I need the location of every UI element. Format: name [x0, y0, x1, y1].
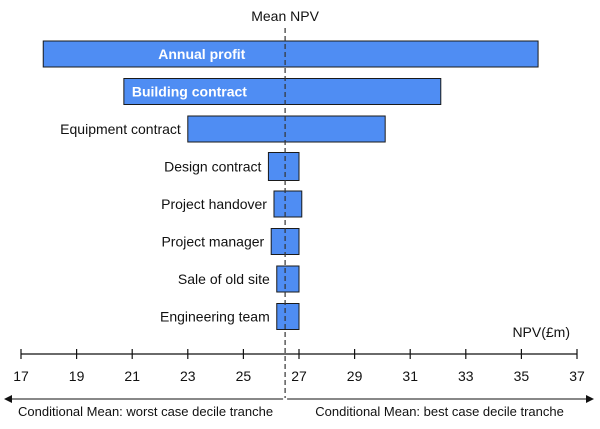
x-tick-label-31: 31	[402, 368, 418, 384]
category-label-project-handover: Project handover	[161, 196, 267, 212]
right-arrowhead-icon	[586, 395, 594, 403]
bar-building-contract	[123, 78, 442, 105]
category-label-building-contract: Building contract	[132, 84, 247, 100]
category-label-project-manager: Project manager	[161, 234, 264, 250]
x-axis-ticks-group: 17 19 21 23 25 27 29 31 33 35 37	[13, 349, 585, 384]
category-label-design-contract: Design contract	[164, 159, 261, 175]
category-label-annual-profit: Annual profit	[158, 46, 245, 62]
x-tick-label-21: 21	[124, 368, 140, 384]
category-labels-group: Annual profit Building contract Equipment …	[60, 46, 270, 325]
unit-label: NPV(£m)	[512, 324, 570, 340]
bar-equipment-contract	[187, 115, 386, 143]
category-label-engineering-team: Engineering team	[160, 309, 270, 325]
category-label-sale-of-old-site: Sale of old site	[178, 271, 270, 287]
x-tick-label-35: 35	[514, 368, 530, 384]
x-tick-label-17: 17	[13, 368, 29, 384]
x-tick-label-29: 29	[347, 368, 363, 384]
x-tick-label-33: 33	[458, 368, 474, 384]
x-tick-label-23: 23	[180, 368, 196, 384]
bar-project-handover	[273, 190, 303, 218]
bar-sale-of-old-site	[276, 265, 300, 293]
left-arrowhead-icon	[4, 395, 12, 403]
bar-design-contract	[267, 152, 300, 181]
footer-best-case-label: Conditional Mean: best case decile tranc…	[315, 404, 564, 419]
x-tick-label-27: 27	[291, 368, 307, 384]
x-tick-label-25: 25	[236, 368, 252, 384]
footer-worst-case-label: Conditional Mean: worst case decile tran…	[18, 404, 273, 419]
category-label-equipment-contract: Equipment contract	[60, 121, 181, 137]
chart-title: Mean NPV	[251, 8, 319, 24]
bars-group	[42, 40, 539, 330]
bar-engineering-team	[276, 303, 300, 330]
x-tick-label-19: 19	[69, 368, 85, 384]
x-tick-label-37: 37	[569, 368, 585, 384]
bar-annual-profit	[42, 40, 539, 68]
